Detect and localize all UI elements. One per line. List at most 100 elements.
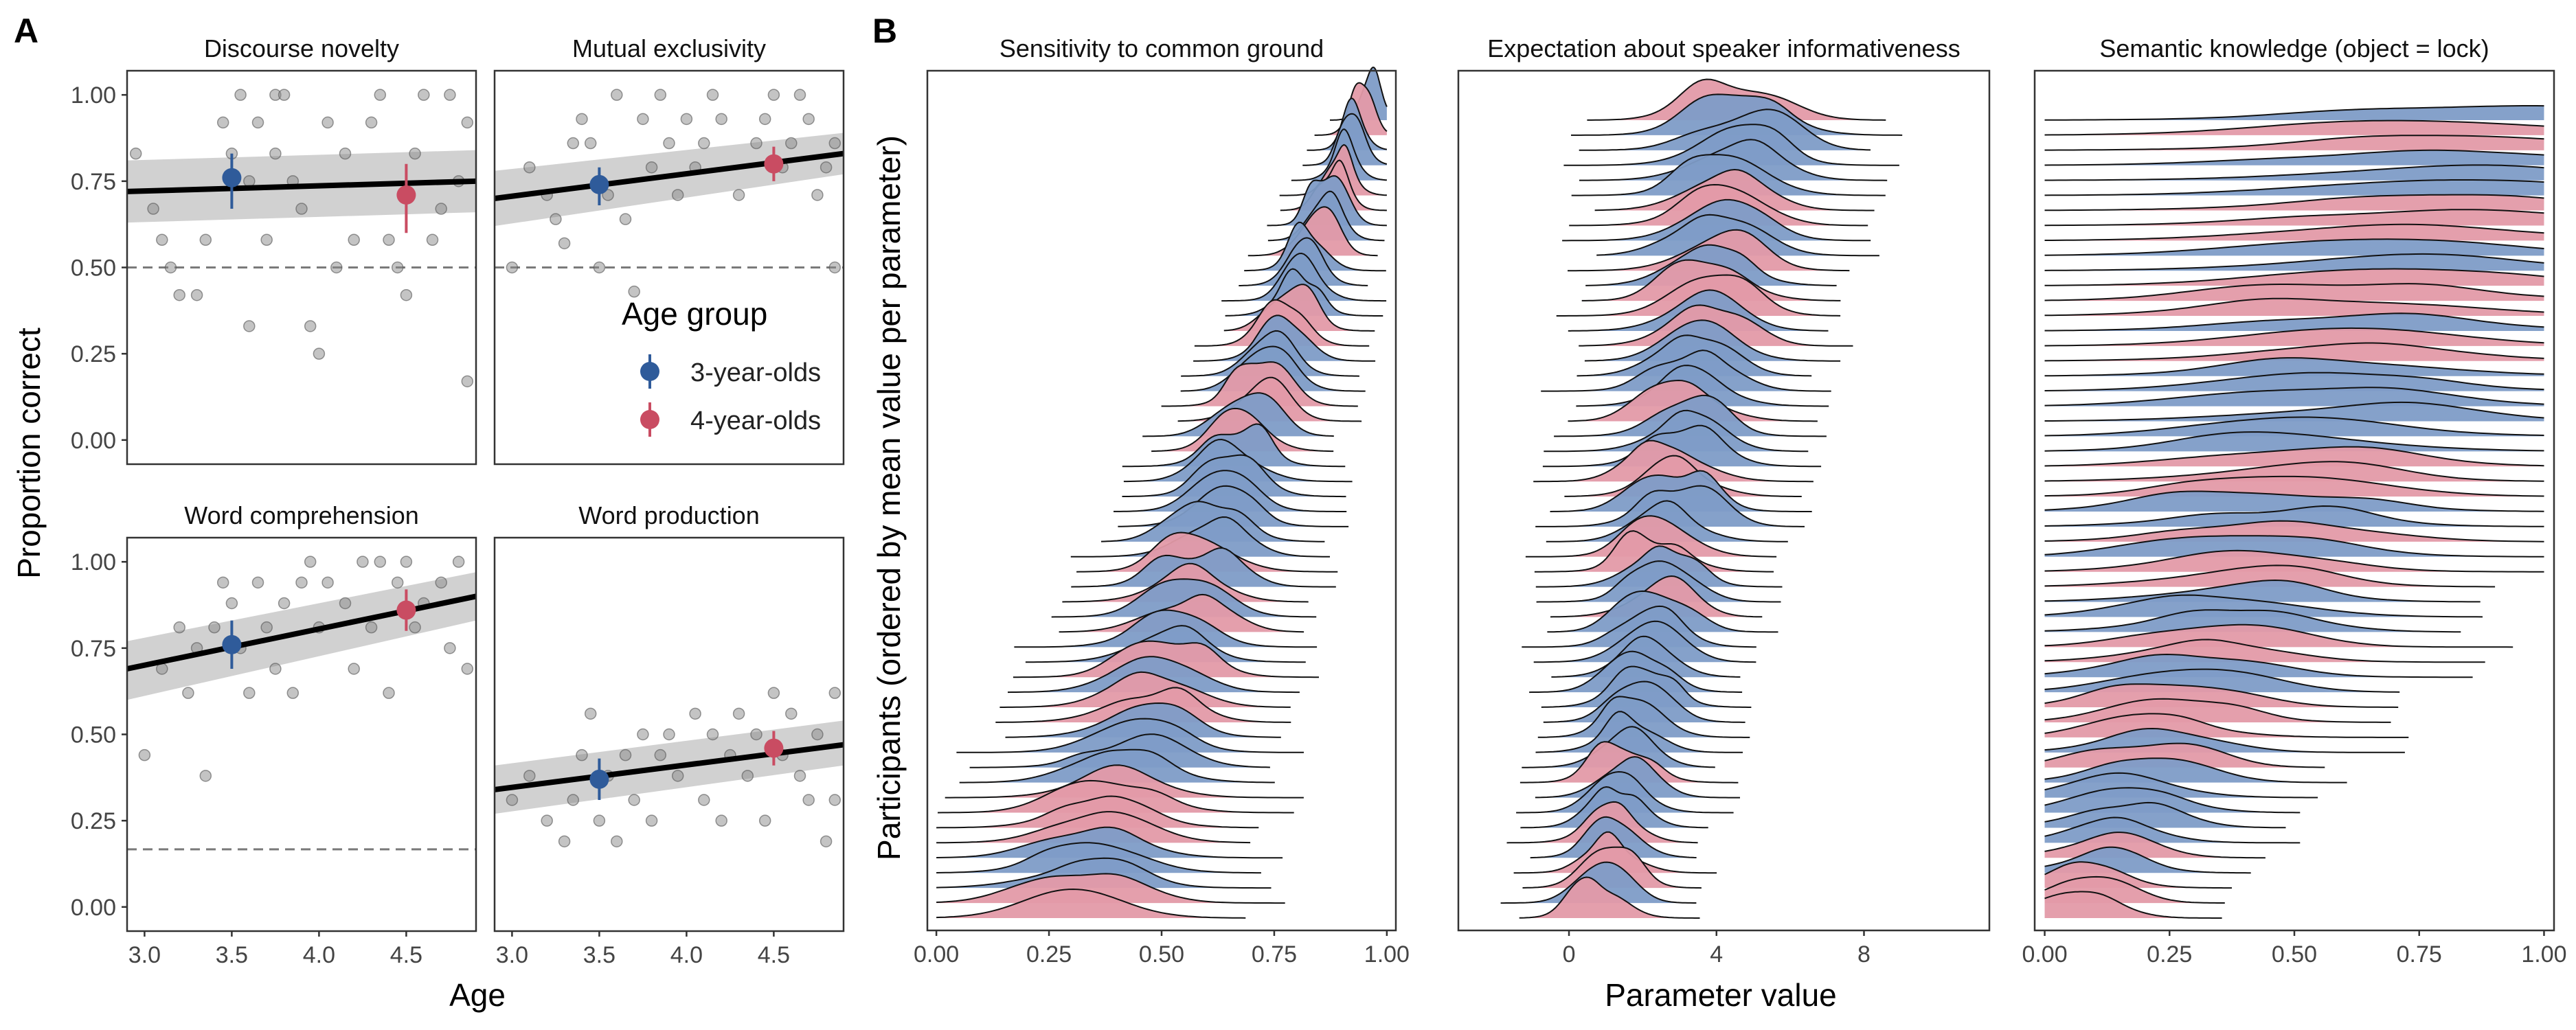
ridge-density-line (1568, 229, 1850, 272)
ridge-density-line (1221, 252, 1387, 302)
group-mean-point (589, 769, 609, 789)
ridge-density-fill (1570, 94, 1903, 135)
data-point (689, 707, 701, 720)
data-point (785, 707, 798, 720)
data-point (243, 687, 256, 699)
data-point (190, 288, 203, 301)
data-point (216, 116, 229, 129)
facet-title: Word comprehension (184, 501, 419, 529)
ridge-density-line (2044, 772, 2318, 799)
ridge-density-line (1500, 861, 1697, 904)
ridge-density-fill (2044, 610, 2461, 632)
group-mean-point (764, 738, 784, 758)
data-point (576, 113, 588, 126)
ridge-density-fill (1014, 610, 1318, 648)
data-point (758, 113, 771, 126)
ridge-density-line (1543, 680, 1745, 723)
ridge-density-line (2044, 371, 2544, 391)
ridge-density-line (1062, 562, 1309, 603)
data-point (671, 189, 684, 201)
x-tick-label: 3.5 (216, 942, 248, 968)
ridge-density-line (1522, 846, 1702, 889)
data-point (243, 320, 256, 332)
ridge-density-fill (2044, 268, 2544, 286)
ridge-density-line (2044, 119, 2544, 136)
ridge-density-fill (2044, 550, 2544, 572)
ridge-density-line (937, 779, 1294, 814)
data-point (225, 597, 238, 610)
data-point (426, 233, 439, 247)
facet-title: Word production (578, 501, 759, 529)
b-y-axis-title: Participants (ordered by mean value per … (871, 135, 907, 860)
legend-label-4-year-olds: 4-year-olds (690, 407, 821, 435)
y-tick-label: 0.75 (71, 169, 116, 195)
data-point (278, 89, 291, 101)
ridge-density-line (1239, 237, 1368, 286)
data-point (637, 113, 649, 126)
ridge-density-line (2044, 668, 2400, 693)
data-point (374, 556, 387, 568)
ridge-density-line (1151, 407, 1334, 453)
data-point (567, 137, 580, 150)
data-point (584, 137, 597, 150)
ridge-density-line (1577, 334, 1812, 377)
regression-line (494, 742, 844, 792)
data-point (558, 237, 571, 250)
ridge-density-line (2044, 742, 2325, 768)
data-point (828, 261, 841, 274)
ridge-density-line (1541, 350, 1831, 392)
ridge-density-line (2044, 609, 2461, 633)
ridge-density-line (956, 718, 1304, 753)
data-point (619, 748, 632, 762)
data-point (523, 770, 536, 782)
facet-title: Mutual exclusivity (572, 34, 766, 62)
x-tick-label: 0.50 (2272, 941, 2317, 968)
data-point (444, 89, 456, 101)
data-point (706, 89, 719, 101)
y-tick-label: 0.25 (71, 341, 116, 367)
ridge-density-line (1280, 159, 1387, 211)
ridge-density-line (1525, 515, 1777, 558)
x-tick-label: 0.75 (2397, 941, 2442, 968)
legend-key-3-year-olds (640, 362, 659, 381)
data-point (418, 89, 430, 101)
ridge-density-line (2044, 832, 2266, 859)
data-point (260, 233, 273, 247)
y-tick-label: 0.50 (71, 255, 116, 282)
x-tick-label: 4 (1710, 941, 1723, 968)
data-point (391, 576, 404, 589)
data-point (558, 835, 571, 848)
ridge-density-line (2044, 757, 2347, 783)
facet-title: Discourse novelty (204, 34, 399, 62)
ridge-density-line (2044, 105, 2544, 121)
ridge-density-line (1571, 154, 1886, 196)
ridge-density-line (2044, 327, 2544, 347)
ridge-density-line (936, 888, 1246, 919)
ridge-density-line (2044, 387, 2544, 407)
x-tick-label: 0.25 (1026, 941, 1072, 968)
data-point (767, 687, 780, 699)
ridge-density-line (1579, 139, 1888, 181)
ridge-density-line (2044, 816, 2301, 844)
y-tick-label: 0.00 (71, 895, 116, 921)
ridge-density-fill (1537, 696, 1750, 737)
data-point (173, 288, 185, 301)
ridge-density-line (2044, 164, 2544, 181)
panel-letter-b: B (872, 12, 897, 50)
ridge-density-fill (2044, 313, 2544, 331)
ridge-density-fill (2044, 165, 2544, 181)
data-point (339, 147, 352, 160)
ridge-density-fill (2044, 580, 2481, 602)
ridge-panel-2: Expectation about speaker informativenes… (1457, 34, 1991, 968)
ridge-density-line (2044, 846, 2251, 874)
ridge-density-line (1537, 696, 1750, 738)
ridge-density-line (1244, 221, 1386, 272)
ridge-density-line (2044, 876, 2225, 904)
ridge-density-line (2044, 505, 2544, 527)
data-point (828, 687, 841, 699)
ridge-density-line (1520, 786, 1708, 829)
ridge-density-line (1568, 379, 1818, 422)
legend-title: Age group (622, 296, 767, 332)
ridge-density-line (2044, 520, 2544, 542)
ridge-density-line (2044, 698, 2391, 723)
